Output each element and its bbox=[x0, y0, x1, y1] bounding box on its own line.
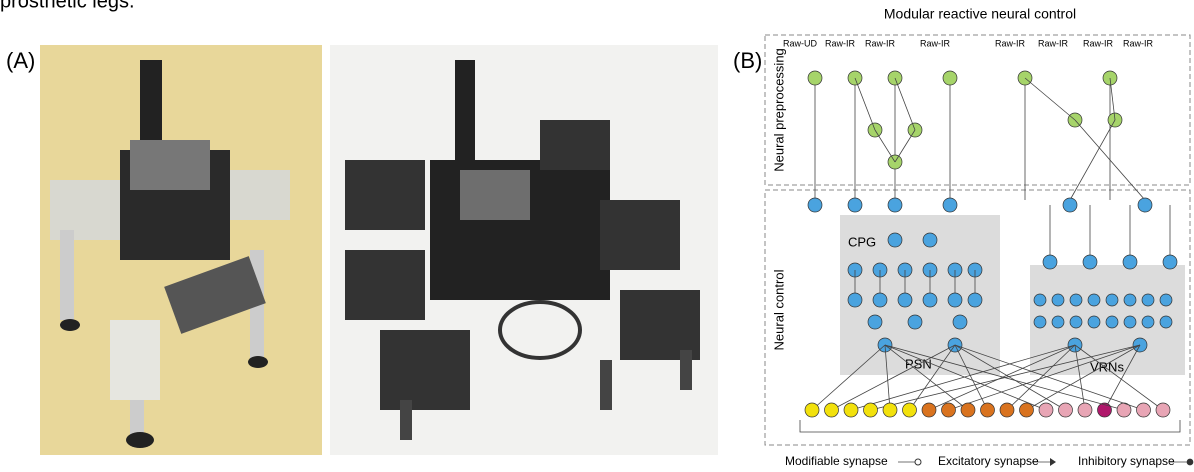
figure: prosthetic legs. (A) (B) Modula bbox=[0, 0, 1194, 472]
neuron bbox=[1124, 294, 1136, 306]
input-label: Raw-IR bbox=[920, 38, 951, 48]
legend-label: Modifiable synapse bbox=[785, 454, 888, 468]
neuron bbox=[1160, 316, 1172, 328]
legend-symbol bbox=[915, 459, 921, 465]
neuron bbox=[943, 198, 957, 212]
module-label: VRNs bbox=[1090, 359, 1124, 374]
figure-svg: prosthetic legs. (A) (B) Modula bbox=[0, 0, 1194, 472]
neuron bbox=[903, 403, 917, 417]
neuron bbox=[1163, 255, 1177, 269]
input-label: Raw-IR bbox=[1123, 38, 1154, 48]
neuron bbox=[1052, 294, 1064, 306]
neuron bbox=[1078, 403, 1092, 417]
neuron bbox=[848, 198, 862, 212]
neuron bbox=[1083, 255, 1097, 269]
synapse bbox=[1070, 120, 1115, 200]
neuron bbox=[898, 293, 912, 307]
neuron bbox=[1142, 316, 1154, 328]
neuron bbox=[1039, 403, 1053, 417]
diagram-title: Modular reactive neural control bbox=[884, 6, 1076, 22]
neuron bbox=[943, 71, 957, 85]
neuron bbox=[888, 198, 902, 212]
neuron bbox=[961, 403, 975, 417]
inputs: Raw-UD Raw-IR Raw-IR Raw-IR Raw-IR Raw-IR Raw-… bbox=[783, 38, 1154, 48]
neuron bbox=[942, 403, 956, 417]
synapse bbox=[895, 130, 915, 162]
neuron bbox=[1070, 294, 1082, 306]
neuron bbox=[1142, 294, 1154, 306]
neuron bbox=[1138, 198, 1152, 212]
legend-label: Inhibitory synapse bbox=[1078, 454, 1175, 468]
panel-label: (B) bbox=[733, 48, 762, 73]
feedback-loop bbox=[800, 420, 1180, 432]
section-box bbox=[765, 35, 1190, 185]
neuron bbox=[1063, 198, 1077, 212]
neuron bbox=[1106, 316, 1118, 328]
neuron bbox=[883, 403, 897, 417]
synapse bbox=[895, 78, 915, 130]
section-label: Neural preprocessing bbox=[771, 48, 786, 172]
neuron bbox=[873, 293, 887, 307]
neuron bbox=[1052, 316, 1064, 328]
synapse bbox=[855, 78, 875, 130]
neuron bbox=[868, 315, 882, 329]
neuron bbox=[1034, 294, 1046, 306]
input-label: Raw-UD bbox=[783, 38, 818, 48]
neuron bbox=[1043, 255, 1057, 269]
input-label: Raw-IR bbox=[825, 38, 856, 48]
neuron bbox=[953, 315, 967, 329]
neuron bbox=[808, 198, 822, 212]
neuron bbox=[1088, 294, 1100, 306]
neuron bbox=[1059, 403, 1073, 417]
caption-fragment: prosthetic legs. bbox=[0, 0, 135, 12]
legend-label: Excitatory synapse bbox=[938, 454, 1039, 468]
photo-hexapod bbox=[330, 45, 718, 455]
neuron bbox=[1088, 316, 1100, 328]
neuron bbox=[948, 293, 962, 307]
neuron bbox=[805, 403, 819, 417]
neuron bbox=[864, 403, 878, 417]
neuron bbox=[1156, 403, 1170, 417]
neuron bbox=[1160, 294, 1172, 306]
neuron bbox=[1106, 294, 1118, 306]
neuron bbox=[922, 403, 936, 417]
neuron bbox=[848, 293, 862, 307]
neuron bbox=[1123, 255, 1137, 269]
photo-quadruped bbox=[40, 45, 322, 455]
neuron bbox=[923, 233, 937, 247]
neuron bbox=[825, 403, 839, 417]
neuron bbox=[1034, 316, 1046, 328]
neuron bbox=[808, 71, 822, 85]
neuron bbox=[1020, 403, 1034, 417]
synapse bbox=[1025, 78, 1075, 120]
panel-label: (A) bbox=[6, 48, 35, 73]
input-label: Raw-IR bbox=[1083, 38, 1114, 48]
neuron bbox=[1124, 316, 1136, 328]
neuron bbox=[888, 233, 902, 247]
synapse bbox=[875, 130, 895, 162]
input-label: Raw-IR bbox=[995, 38, 1026, 48]
neuron bbox=[844, 403, 858, 417]
neuron bbox=[981, 403, 995, 417]
section-label: Neural control bbox=[771, 269, 786, 350]
input-label: Raw-IR bbox=[865, 38, 896, 48]
module-label: CPG bbox=[848, 234, 876, 249]
neuron bbox=[1137, 403, 1151, 417]
neuron bbox=[1187, 459, 1193, 465]
neuron bbox=[1070, 316, 1082, 328]
neuron bbox=[968, 293, 982, 307]
legend-symbol bbox=[1050, 458, 1056, 466]
neuron bbox=[923, 293, 937, 307]
neuron bbox=[1000, 403, 1014, 417]
neuron bbox=[908, 315, 922, 329]
input-label: Raw-IR bbox=[1038, 38, 1069, 48]
